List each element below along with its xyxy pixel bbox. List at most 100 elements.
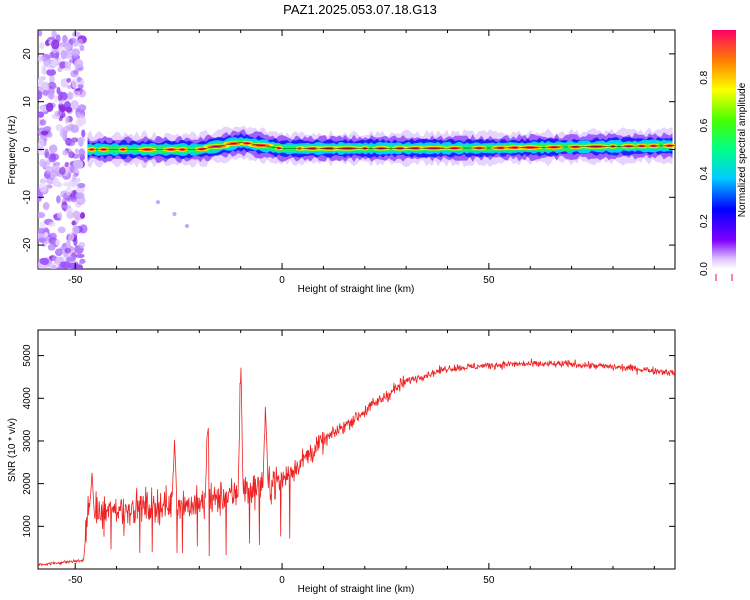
noise-blob — [38, 56, 46, 61]
spectrogram-panel: -50 0 50 -20 -10 0 10 20 Height of straight lin… — [7, 29, 676, 295]
ridge-line — [87, 141, 675, 150]
noise-blob — [39, 42, 45, 50]
noise-blob — [43, 231, 49, 238]
noise-blob — [51, 57, 58, 68]
noise-blob — [69, 164, 75, 174]
noise-blob — [62, 34, 68, 44]
noise-blob — [52, 177, 60, 186]
noise-blob — [60, 50, 67, 60]
noise-blob — [72, 210, 81, 220]
noise-blob — [43, 126, 52, 132]
spectrogram-y-tick-label: 10 — [22, 96, 33, 108]
colorbar-tick-label: 0.6 — [699, 118, 710, 132]
noise-blob — [59, 41, 69, 48]
noise-blob — [81, 129, 86, 138]
spectrogram-x-tick-label: -50 — [68, 275, 83, 286]
snr-x-tick-label: -50 — [68, 575, 83, 586]
noise-blob — [75, 177, 81, 183]
snr-y-tick-label: 1000 — [22, 515, 33, 538]
noise-blob — [40, 130, 49, 136]
noise-blob — [55, 124, 64, 132]
noise-blob — [39, 119, 47, 126]
noise-blob — [38, 228, 46, 234]
noise-blob — [48, 154, 57, 163]
noise-blob — [78, 148, 86, 158]
colorbar-ticks: 0.0 0.2 0.4 0.6 0.8 — [699, 70, 733, 281]
noise-blob — [38, 86, 44, 92]
snr-frame — [37, 329, 676, 570]
spectrogram-x-tick-label: 0 — [279, 275, 285, 286]
noise-blob — [64, 116, 70, 124]
noise-blob — [48, 221, 56, 227]
noise-blob — [42, 89, 49, 96]
noise-blob — [54, 110, 62, 117]
noise-blob — [39, 158, 45, 168]
noise-blob — [73, 237, 78, 247]
noise-blob — [44, 160, 51, 166]
noise-blob — [55, 239, 61, 246]
noise-blob — [38, 76, 42, 85]
noise-blob — [184, 223, 189, 228]
noise-blob — [38, 237, 46, 243]
noise-blob — [71, 78, 79, 89]
snr-y-label: SNR (10 * v/v) — [7, 418, 18, 482]
noise-blob — [70, 100, 79, 111]
noise-blob — [56, 195, 61, 204]
noise-blob — [75, 192, 85, 199]
noise-blob — [72, 159, 83, 168]
noise-blob — [53, 95, 59, 103]
snr-y-tick-label: 4000 — [22, 387, 33, 410]
noise-blob — [51, 255, 59, 262]
noise-blob — [58, 91, 64, 97]
noise-blob — [38, 211, 46, 219]
noise-blob — [51, 84, 58, 89]
noise-blob — [49, 262, 58, 269]
noise-blob — [38, 138, 45, 148]
noise-blob — [68, 178, 77, 188]
noise-blob — [48, 144, 58, 154]
noise-blob — [65, 106, 73, 113]
snr-y-tick-label: 5000 — [22, 344, 33, 367]
noise-blob — [74, 148, 79, 154]
noise-blob — [64, 247, 71, 254]
noise-blob — [77, 89, 87, 98]
snr-x-tick-label: 0 — [279, 575, 285, 586]
noise-blob — [38, 89, 43, 100]
noise-blob — [51, 39, 60, 50]
snr-x-label: Height of straight line (km) — [298, 584, 415, 595]
spectrogram-axes: -50 0 50 -20 -10 0 10 20 — [22, 30, 675, 286]
snr-marks — [38, 358, 675, 568]
noise-blob — [64, 61, 72, 69]
noise-blob — [38, 182, 48, 193]
noise-blob — [74, 217, 80, 224]
noise-blob — [56, 212, 63, 219]
noise-blob — [79, 224, 88, 234]
spectrogram-y-tick-label: -10 — [22, 190, 33, 205]
snr-x-tick-label: 50 — [483, 575, 495, 586]
noise-blob — [53, 161, 61, 166]
noise-blob — [53, 214, 58, 219]
noise-blob — [65, 185, 72, 196]
spectrogram-y-label: Frequency (Hz) — [7, 116, 18, 185]
spectrogram-x-label: Height of straight line (km) — [298, 284, 415, 295]
noise-blob — [75, 112, 82, 118]
noise-blob — [59, 128, 67, 138]
noise-blob — [49, 232, 57, 240]
colorbar-tick-label: 0.0 — [699, 262, 710, 276]
noise-blob — [38, 30, 43, 37]
noise-blob — [76, 76, 82, 83]
snr-y-tick-label: 2000 — [22, 472, 33, 495]
noise-blob — [66, 256, 76, 262]
noise-blob — [56, 256, 67, 263]
noise-blob — [59, 167, 66, 175]
noise-blob — [66, 211, 75, 219]
noise-blob — [75, 136, 86, 144]
noise-blob — [67, 85, 72, 90]
snr-y-tick-label: 3000 — [22, 429, 33, 452]
noise-blob — [72, 90, 81, 98]
figure-title: PAZ1.2025.053.07.18.G13 — [283, 2, 437, 17]
noise-blob — [71, 31, 81, 38]
colorbar: 0.0 0.2 0.4 0.6 0.8 Normalized spectral ampl… — [699, 30, 748, 281]
noise-blob — [45, 165, 54, 175]
snr-axes: -50 0 50 1000 2000 3000 4000 5000 — [22, 330, 675, 586]
